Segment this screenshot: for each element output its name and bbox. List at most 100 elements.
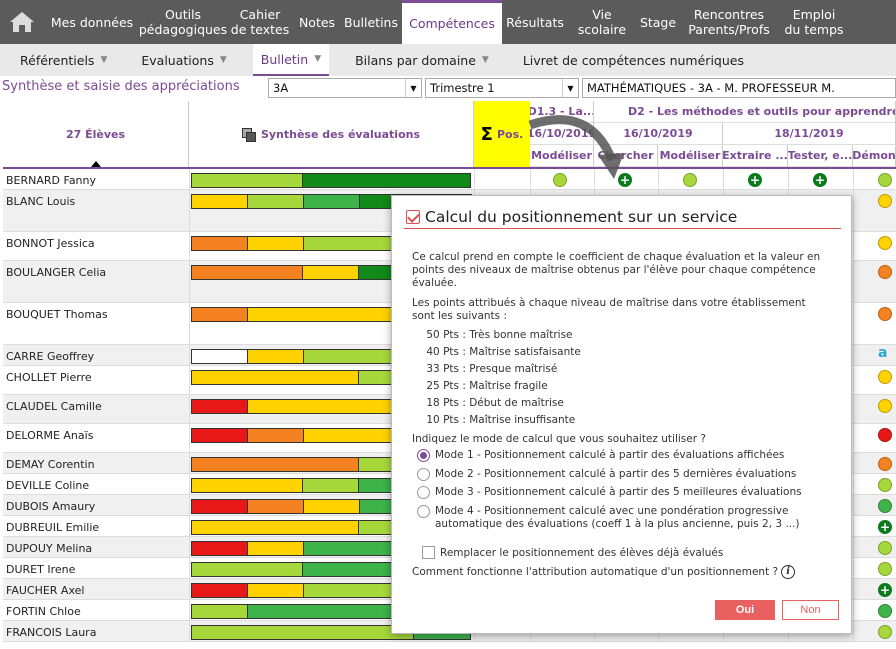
student-name[interactable]: BLANC Louis: [6, 195, 76, 208]
student-name[interactable]: DUPOUY Melina: [6, 542, 93, 555]
student-name[interactable]: DEMAY Corentin: [6, 458, 95, 471]
replace-positioning-checkbox[interactable]: Remplacer le positionnement des élèves d…: [422, 546, 723, 559]
chevron-down-icon[interactable]: ▼: [405, 79, 421, 97]
mastery-dot[interactable]: [878, 399, 892, 413]
nav-item[interactable]: Rencontres Parents/Profs: [688, 7, 770, 37]
competence-header[interactable]: Extraire ...: [723, 145, 788, 167]
student-name[interactable]: BOUQUET Thomas: [6, 308, 108, 321]
grid-separator: [189, 516, 190, 537]
very-good-plus-icon[interactable]: +: [618, 173, 632, 187]
student-name[interactable]: CHOLLET Pierre: [6, 371, 92, 384]
nav-item[interactable]: Stage: [639, 14, 677, 30]
subnav-item[interactable]: Livret de compétences numériques: [515, 44, 752, 76]
grid-separator: [853, 579, 854, 600]
mastery-dot[interactable]: [878, 236, 892, 250]
competence-header[interactable]: Modéliser: [658, 145, 723, 167]
synthesis-segment: [192, 626, 414, 639]
radio-button[interactable]: [417, 468, 430, 481]
very-good-plus-icon[interactable]: +: [878, 520, 892, 534]
nav-item[interactable]: Bulletins: [344, 14, 398, 30]
radio-button[interactable]: [417, 505, 430, 518]
class-select[interactable]: 3A ▼: [268, 78, 422, 98]
student-name[interactable]: BONNOT Jessica: [6, 237, 95, 250]
nav-item[interactable]: Résultats: [506, 14, 564, 30]
mode-option[interactable]: Mode 4 - Positionnement calculé avec une…: [417, 505, 837, 531]
subnav-item[interactable]: Référentiels ▼: [12, 44, 115, 76]
mode-option[interactable]: Mode 1 - Positionnement calculé à partir…: [417, 449, 837, 462]
mastery-dot[interactable]: [878, 541, 892, 555]
mastery-dot[interactable]: [878, 499, 892, 513]
mastery-dot[interactable]: [878, 370, 892, 384]
radio-button[interactable]: [417, 449, 430, 462]
mode-option[interactable]: Mode 2 - Positionnement calculé à partir…: [417, 468, 837, 481]
service-select[interactable]: MATHÉMATIQUES - 3A - M. PROFESSEUR M.: [582, 78, 896, 98]
very-good-plus-icon[interactable]: +: [813, 173, 827, 187]
period-select[interactable]: Trimestre 1 ▼: [425, 78, 579, 98]
mastery-dot[interactable]: [878, 625, 892, 639]
competence-header[interactable]: Modéliser: [530, 145, 594, 167]
mastery-dot[interactable]: [878, 428, 892, 442]
student-name[interactable]: DELORME Anaïs: [6, 429, 94, 442]
radio-button[interactable]: [417, 486, 430, 499]
competence-header[interactable]: Tester, e...: [788, 145, 853, 167]
mastery-dot[interactable]: [878, 173, 892, 187]
nav-item[interactable]: Notes: [298, 14, 336, 30]
synthesis-bar[interactable]: [191, 625, 471, 640]
cancel-button[interactable]: Non: [782, 600, 839, 620]
mastery-dot[interactable]: [878, 562, 892, 576]
synthesis-bar[interactable]: [191, 265, 471, 280]
student-name[interactable]: FAUCHER Axel: [6, 584, 85, 597]
mastery-dot[interactable]: [553, 173, 567, 187]
grid-separator: [189, 169, 190, 190]
replace-positioning-label: Remplacer le positionnement des élèves d…: [440, 546, 724, 559]
mastery-dot[interactable]: [878, 457, 892, 471]
student-name[interactable]: BERNARD Fanny: [6, 174, 97, 187]
nav-item[interactable]: Vie scolaire: [577, 7, 627, 37]
student-name[interactable]: DUBREUIL Emilie: [6, 521, 100, 534]
home-icon[interactable]: [0, 0, 44, 44]
student-name[interactable]: BOULANGER Celia: [6, 266, 107, 279]
nav-item[interactable]: Emploi du temps: [784, 7, 844, 37]
student-name[interactable]: DURET Irene: [6, 563, 76, 576]
nav-item[interactable]: Mes données: [50, 14, 134, 30]
mastery-dot[interactable]: [878, 194, 892, 208]
synthesis-segment: [192, 350, 248, 363]
subnav-item[interactable]: Bulletin ▼: [252, 44, 330, 76]
synthesis-bar[interactable]: [191, 173, 471, 188]
mode-option[interactable]: Mode 3 - Positionnement calculé à partir…: [417, 486, 837, 499]
mastery-dot[interactable]: [878, 604, 892, 618]
how-it-works-link[interactable]: Comment fonctionne l'attribution automat…: [412, 565, 796, 579]
synthesis-bar[interactable]: [191, 349, 472, 364]
competence-header[interactable]: Démon: [853, 145, 896, 167]
student-name[interactable]: DUBOIS Amaury: [6, 500, 96, 513]
info-icon[interactable]: i: [781, 565, 796, 579]
positioning-header[interactable]: Σ Pos.: [474, 101, 530, 168]
nav-item[interactable]: Outils pédagogiques: [138, 7, 228, 37]
mastery-dot[interactable]: [878, 478, 892, 492]
chevron-down-icon[interactable]: ▼: [562, 79, 578, 97]
mastery-dot[interactable]: [878, 307, 892, 321]
student-name[interactable]: CLAUDEL Camille: [6, 400, 102, 413]
student-name[interactable]: FRANCOIS Laura: [6, 626, 97, 639]
checkbox-box[interactable]: [422, 546, 435, 559]
very-good-plus-icon[interactable]: +: [878, 583, 892, 597]
grid-separator: [530, 169, 531, 190]
student-name[interactable]: CARRE Geoffrey: [6, 350, 95, 363]
grid-separator: [189, 303, 190, 345]
confirm-button[interactable]: Oui: [715, 600, 775, 620]
nav-item[interactable]: Cahier de textes: [230, 7, 290, 37]
student-row[interactable]: BERNARD Fanny + + +: [3, 169, 896, 190]
students-header[interactable]: 27 Élèves: [3, 101, 189, 168]
mastery-dot[interactable]: [878, 265, 892, 279]
synthesis-segment: [304, 500, 360, 513]
synthesis-header: Synthèse des évaluations: [189, 101, 474, 168]
nav-item[interactable]: Compétences: [402, 0, 502, 44]
mastery-dot[interactable]: [683, 173, 697, 187]
student-name[interactable]: DEVILLE Coline: [6, 479, 90, 492]
subnav-item[interactable]: Evaluations ▼: [133, 44, 234, 76]
subnav-item[interactable]: Bilans par domaine ▼: [347, 44, 497, 76]
chevron-down-icon: ▼: [481, 55, 489, 65]
very-good-plus-icon[interactable]: +: [748, 173, 762, 187]
absent-icon[interactable]: a: [878, 345, 888, 361]
student-name[interactable]: FORTIN Chloe: [6, 605, 81, 618]
